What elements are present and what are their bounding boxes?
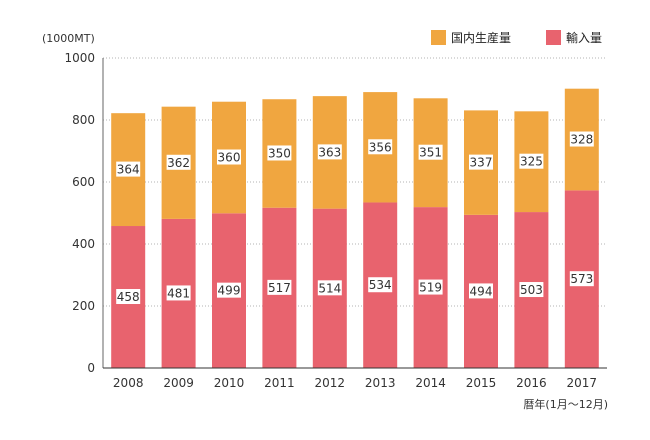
data-label: 534: [369, 278, 392, 292]
data-label: 337: [470, 156, 493, 170]
data-label: 325: [520, 155, 543, 169]
data-label-background: [418, 279, 443, 295]
data-label: 351: [419, 146, 442, 160]
y-axis-unit-label: (1000MT): [42, 32, 95, 45]
data-label: 494: [470, 284, 493, 298]
data-label-background: [116, 161, 141, 177]
data-label: 356: [369, 140, 392, 154]
data-label-background: [469, 283, 493, 299]
y-tick-label: 600: [72, 175, 95, 189]
x-tick-label: 2015: [466, 376, 497, 390]
x-tick-label: 2010: [214, 376, 245, 390]
data-label: 363: [318, 145, 341, 159]
x-tick-label: 2009: [163, 376, 194, 390]
data-label-background: [317, 280, 342, 296]
data-label-background: [116, 289, 141, 305]
data-label-background: [368, 277, 393, 293]
legend-swatch: [431, 30, 446, 45]
legend: 国内生産量 輸入量: [431, 30, 602, 45]
x-tick-label: 2012: [315, 376, 346, 390]
data-label: 517: [268, 281, 291, 295]
data-label: 458: [117, 290, 140, 304]
x-tick-label: 2011: [264, 376, 295, 390]
data-label-background: [368, 139, 393, 155]
data-label-background: [317, 144, 342, 160]
data-label-background: [519, 282, 544, 298]
data-label: 328: [570, 133, 593, 147]
x-tick-label: 2016: [516, 376, 547, 390]
label-layer: 458 364 481 362 499 360 517 350 514 363 534 356 519 3…: [116, 131, 594, 305]
x-tick-label: 2014: [415, 376, 446, 390]
data-label: 499: [218, 284, 241, 298]
data-label: 364: [117, 163, 140, 177]
y-tick-label: 800: [72, 113, 95, 127]
data-label-background: [569, 131, 594, 147]
x-tick-label: 2013: [365, 376, 396, 390]
data-label-background: [166, 285, 191, 301]
data-label-background: [569, 271, 594, 287]
y-tick-label: 0: [87, 361, 95, 375]
data-label-background: [166, 154, 191, 170]
legend-swatch: [546, 30, 561, 45]
x-tick-label: 2008: [113, 376, 144, 390]
data-label: 519: [419, 281, 442, 295]
x-axis-label: 暦年(1月～12月): [523, 397, 608, 411]
data-label: 573: [570, 272, 593, 286]
y-tick-label: 400: [72, 237, 95, 251]
data-label: 481: [167, 286, 190, 300]
y-tick-label: 200: [72, 299, 95, 313]
data-label: 362: [167, 156, 190, 170]
y-tick-label: 1000: [64, 51, 95, 65]
data-label-background: [469, 154, 493, 170]
bar-layer: [111, 88, 599, 368]
data-label-background: [267, 145, 292, 161]
data-label: 360: [218, 151, 241, 165]
data-label: 514: [318, 281, 341, 295]
data-label-background: [267, 279, 292, 295]
legend-label: 国内生産量: [451, 30, 511, 45]
data-label-background: [217, 282, 241, 298]
data-label-background: [217, 149, 241, 165]
data-label-background: [519, 153, 544, 169]
legend-label: 輸入量: [566, 30, 602, 45]
x-tick-label: 2017: [567, 376, 598, 390]
data-label: 350: [268, 146, 291, 160]
data-label: 503: [520, 283, 543, 297]
data-label-background: [418, 144, 443, 160]
axis-layer: (1000MT) 暦年(1月～12月) 0 200 400 600 800 1000 200…: [42, 32, 608, 411]
